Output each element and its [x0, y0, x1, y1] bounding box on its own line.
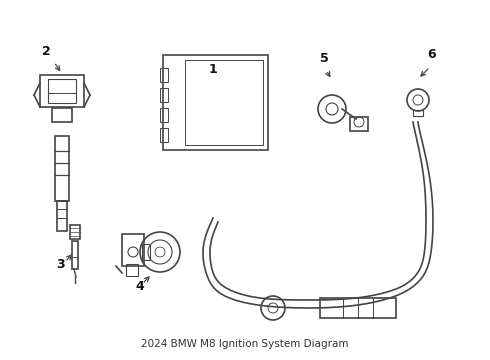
Bar [122, 234, 144, 266]
Bar [160, 108, 168, 122]
Bar [57, 201, 67, 231]
Bar [413, 110, 423, 116]
Text: 6: 6 [428, 48, 436, 61]
Bar [55, 136, 69, 201]
Bar [160, 128, 168, 142]
Bar [163, 55, 268, 150]
Bar [72, 241, 78, 269]
Bar [40, 75, 84, 107]
Bar [350, 117, 368, 131]
Bar [160, 68, 168, 82]
Text: 2: 2 [42, 45, 50, 58]
Bar [185, 60, 263, 145]
Bar [142, 244, 150, 260]
Bar [52, 108, 72, 122]
Bar [48, 79, 76, 103]
Text: 2024 BMW M8 Ignition System Diagram: 2024 BMW M8 Ignition System Diagram [141, 339, 349, 349]
Bar [320, 298, 396, 318]
Text: 5: 5 [319, 52, 328, 65]
Text: 4: 4 [136, 280, 145, 293]
Bar [160, 88, 168, 102]
Bar [126, 264, 138, 276]
Text: 3: 3 [56, 258, 64, 271]
Bar [70, 225, 80, 239]
Text: 1: 1 [209, 63, 218, 76]
